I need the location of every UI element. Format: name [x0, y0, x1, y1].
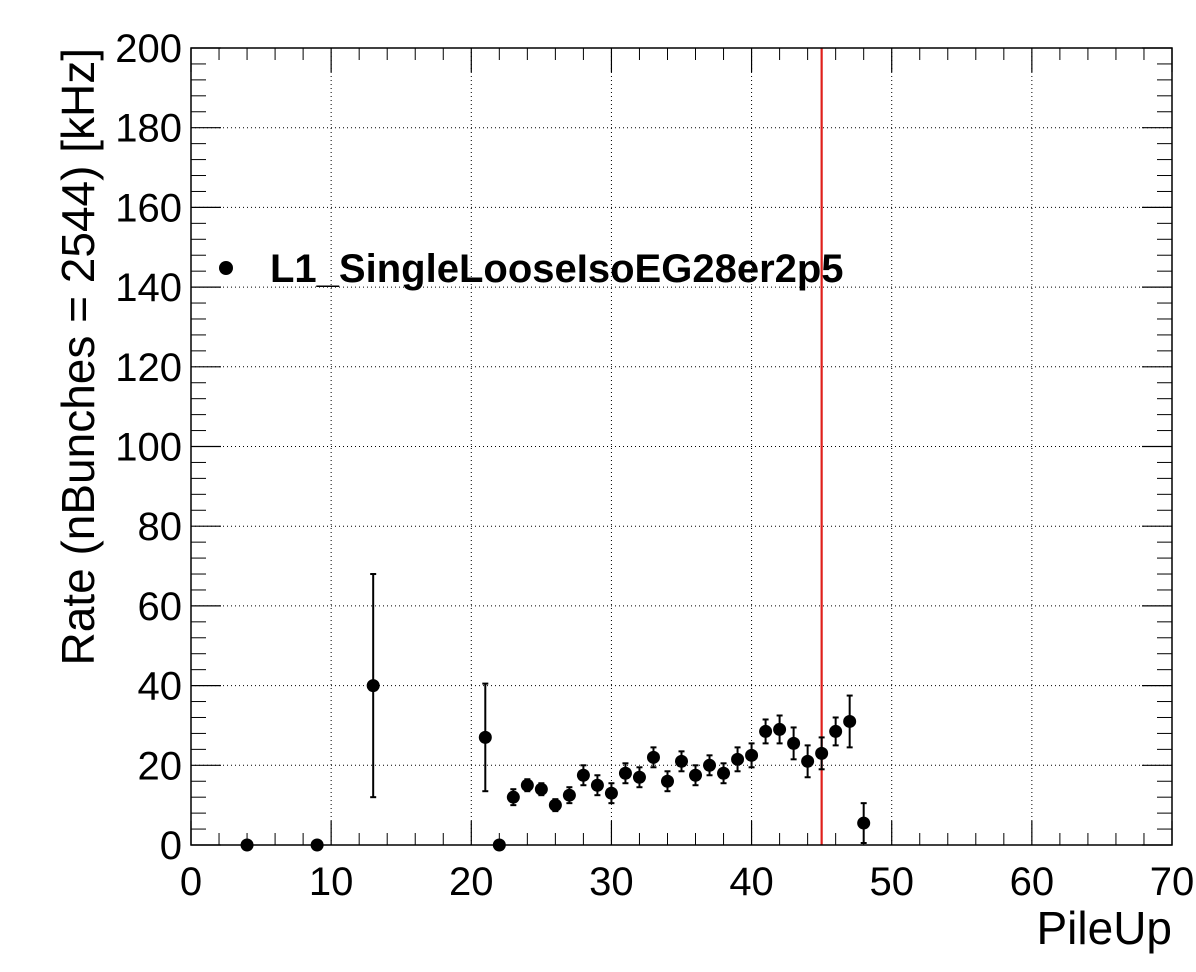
- grid-lines: [191, 48, 1172, 845]
- y-tick-label: 120: [115, 346, 182, 390]
- data-point: [675, 750, 688, 773]
- x-tick-label: 10: [309, 860, 354, 904]
- y-tick-label: 60: [138, 585, 183, 629]
- y-tick-labels: 0 20 40 60 80 100 120 140 160 180 200: [115, 27, 182, 868]
- data-marker: [675, 754, 688, 768]
- data-marker: [717, 766, 731, 780]
- data-point: [773, 714, 787, 745]
- data-point: [632, 766, 646, 789]
- data-marker: [632, 770, 646, 784]
- x-tick-label: 0: [180, 860, 202, 904]
- y-tick-label: 0: [160, 824, 182, 868]
- data-point: [660, 770, 674, 793]
- data-point: [745, 742, 759, 769]
- y-tick-label: 40: [138, 665, 183, 709]
- data-marker: [576, 768, 590, 782]
- x-tick-label: 70: [1150, 860, 1195, 904]
- x-tick-label: 40: [729, 860, 774, 904]
- data-point: [843, 694, 857, 749]
- data-point: [604, 782, 618, 805]
- data-marker: [618, 766, 632, 780]
- data-marker: [534, 782, 548, 796]
- data-marker: [562, 788, 576, 802]
- data-point: [576, 764, 590, 787]
- data-point: [590, 774, 604, 797]
- data-point: [703, 754, 717, 777]
- data-marker: [604, 786, 618, 800]
- data-marker: [787, 736, 801, 750]
- x-axis-title: PileUp: [1036, 902, 1172, 954]
- data-marker: [829, 724, 843, 738]
- x-tick-labels: 0 10 20 30 40 50 60 70: [180, 860, 1194, 904]
- data-marker: [731, 752, 745, 766]
- x-tick-label: 30: [589, 860, 634, 904]
- legend-entry: L1_SingleLooseIsoEG28er2p5: [270, 247, 844, 291]
- data-point: [787, 726, 801, 761]
- data-points: [240, 573, 871, 852]
- x-tick-label: 50: [869, 860, 914, 904]
- legend: L1_SingleLooseIsoEG28er2p5: [219, 247, 844, 291]
- data-point: [534, 782, 548, 797]
- data-marker: [590, 778, 604, 792]
- data-marker: [366, 679, 380, 693]
- legend-marker: [219, 261, 233, 275]
- data-point: [520, 778, 534, 793]
- y-tick-label: 180: [115, 107, 182, 151]
- y-tick-label: 140: [115, 266, 182, 310]
- data-marker: [745, 748, 759, 762]
- y-tick-label: 20: [138, 744, 183, 788]
- data-marker: [660, 774, 674, 788]
- data-marker: [548, 798, 562, 812]
- data-marker: [843, 714, 857, 728]
- data-point: [562, 786, 576, 805]
- data-marker: [520, 778, 534, 792]
- data-point: [366, 573, 380, 799]
- y-axis-title: Rate (nBunches = 2544) [kHz]: [52, 48, 104, 666]
- data-marker: [759, 724, 773, 738]
- x-tick-label: 60: [1010, 860, 1055, 904]
- data-point: [815, 736, 829, 771]
- data-marker: [857, 816, 871, 830]
- y-tick-label: 80: [138, 505, 183, 549]
- data-marker: [506, 790, 520, 804]
- data-point: [689, 764, 703, 787]
- data-point: [731, 746, 745, 773]
- y-tick-label: 100: [115, 426, 182, 470]
- data-point: [478, 682, 492, 793]
- data-point: [618, 762, 632, 785]
- data-point: [646, 746, 660, 769]
- data-point: [857, 802, 871, 845]
- data-point: [506, 788, 520, 807]
- data-marker: [646, 750, 660, 764]
- data-marker: [773, 722, 787, 736]
- y-tick-label: 200: [115, 27, 182, 71]
- data-marker: [703, 758, 717, 772]
- data-point: [759, 718, 773, 745]
- x-tick-label: 20: [449, 860, 494, 904]
- data-marker: [801, 754, 815, 768]
- data-marker: [478, 730, 492, 744]
- data-point: [829, 716, 843, 747]
- data-marker: [689, 768, 703, 782]
- plot-frame: [190, 47, 1173, 846]
- y-tick-label: 160: [115, 186, 182, 230]
- data-point: [801, 744, 815, 779]
- data-point: [717, 762, 731, 785]
- data-marker: [815, 746, 829, 760]
- data-point: [548, 798, 562, 813]
